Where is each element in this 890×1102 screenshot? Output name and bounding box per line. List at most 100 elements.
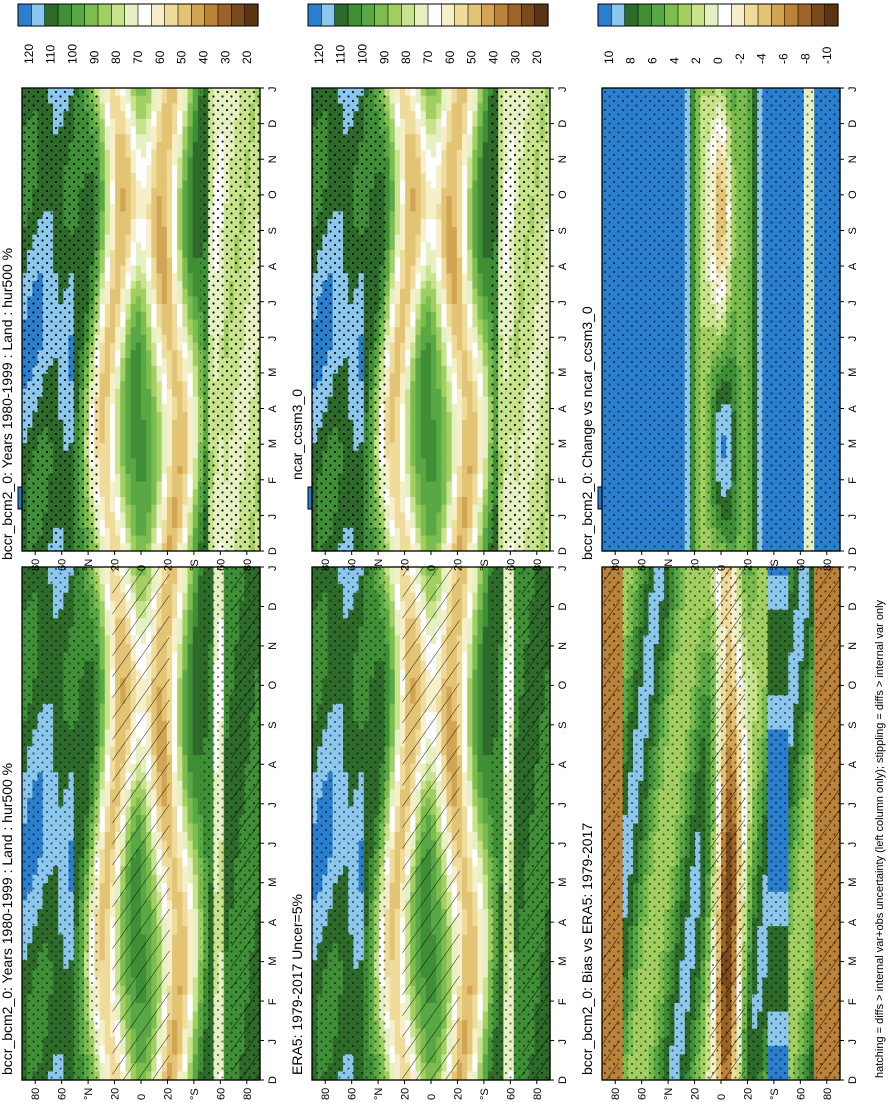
heatmap-cell [156, 265, 163, 274]
heatmap-cell [192, 635, 199, 645]
heatmap-cell [109, 342, 116, 351]
heatmap-cell [130, 404, 137, 413]
heatmap-cell [99, 1071, 106, 1081]
heatmap-cell [177, 304, 183, 313]
heatmap-cell [146, 450, 152, 459]
heatmap-cell [130, 504, 137, 514]
heatmap-cell [177, 535, 183, 544]
heatmap-cell [187, 601, 194, 611]
heatmap-cell [151, 365, 158, 375]
heatmap-cell [99, 695, 106, 705]
heatmap-cell [192, 342, 199, 351]
heatmap-cell [161, 442, 168, 452]
heatmap-cell [177, 142, 183, 151]
heatmap-cell [99, 780, 106, 790]
heatmap-cell [125, 481, 132, 490]
heatmap-cell [99, 618, 106, 628]
heatmap-cell [109, 95, 116, 105]
heatmap-cell [172, 250, 178, 259]
heatmap-cell [156, 381, 163, 390]
heatmap-cell [104, 311, 111, 321]
heatmap-cell [177, 661, 183, 671]
heatmap-cell [182, 111, 189, 120]
panel-title-change: bccr_bcm2_0: Change vs ncar_ccsm3_0 [579, 306, 595, 560]
heatmap-cell [161, 450, 168, 459]
lat-tick-label: 60 [57, 1088, 69, 1100]
heatmap-cell [161, 265, 168, 274]
heatmap-cell [166, 520, 173, 529]
heatmap-cell [99, 273, 106, 282]
heatmap-cell [161, 118, 168, 128]
heatmap-cell [130, 358, 137, 367]
heatmap-cell [187, 866, 194, 876]
heatmap-cell [99, 180, 106, 189]
heatmap-cell [172, 165, 178, 174]
month-tick-label: J [267, 566, 279, 572]
heatmap-cell [177, 334, 183, 344]
heatmap-cell [151, 288, 158, 297]
panel-model-left: bccr_bcm2_0: Years 1980-1999 : Land : hu… [0, 763, 15, 1075]
heatmap-cell [151, 381, 158, 390]
heatmap-cell [182, 118, 189, 128]
heatmap-cell [177, 891, 183, 902]
heatmap-cell [99, 635, 106, 645]
heatmap-cell [161, 296, 168, 305]
heatmap-cell [130, 165, 137, 174]
heatmap-cell [161, 288, 168, 297]
heatmap-cell [156, 365, 163, 375]
heatmap-cell [130, 412, 137, 421]
heatmap-cell [182, 196, 189, 205]
heatmap-cell [156, 535, 163, 544]
colorbar-swatch [494, 3, 509, 27]
colorbar-swatch [717, 3, 732, 27]
heatmap-cell [177, 1071, 183, 1081]
heatmap-cell [104, 1020, 111, 1030]
heatmap-cell [141, 504, 147, 514]
heatmap-cell [182, 242, 189, 251]
heatmap-cell [182, 789, 189, 799]
heatmap-cell [141, 180, 147, 189]
heatmap-cell [187, 427, 194, 436]
heatmap-cell [146, 327, 152, 336]
heatmap-cell [120, 88, 127, 97]
heatmap-cell [135, 242, 142, 251]
heatmap-cell [130, 118, 137, 128]
heatmap-cell [166, 319, 173, 328]
heatmap-cell [182, 1037, 189, 1047]
heatmap-cell [120, 288, 127, 297]
heatmap-cell [151, 342, 158, 351]
heatmap-cell [161, 219, 168, 228]
heatmap-cell [182, 157, 189, 166]
heatmap-cell [187, 304, 194, 313]
heatmap-cell [187, 823, 194, 833]
heatmap-cell [151, 273, 158, 282]
heatmap-cell [146, 226, 152, 236]
heatmap-cell [104, 909, 111, 919]
heatmap-cell [125, 273, 132, 282]
heatmap-cell [115, 226, 121, 236]
heatmap-cell [166, 134, 173, 143]
heatmap-cell [115, 311, 121, 321]
heatmap-cell [99, 909, 106, 919]
heatmap-cell [135, 527, 142, 537]
heatmap-cell [109, 473, 116, 483]
heatmap-cell [104, 427, 111, 436]
heatmap-cell [141, 535, 147, 544]
heatmap-cell [151, 118, 158, 128]
heatmap-cell [125, 211, 132, 220]
heatmap-cell [104, 806, 111, 816]
heatmap-cell [99, 242, 106, 251]
heatmap-cell [99, 458, 106, 467]
heatmap-cell [109, 111, 116, 120]
heatmap-cell [115, 219, 121, 228]
heatmap-cell [172, 296, 178, 305]
heatmap-cell [104, 695, 111, 705]
heatmap-cell [182, 388, 189, 398]
colorbar-swatch [691, 3, 706, 27]
heatmap-cell [182, 626, 189, 636]
colorbar-swatch [137, 3, 152, 27]
heatmap-cell [125, 265, 132, 274]
heatmap-cell [172, 1003, 178, 1013]
heatmap-cell [125, 358, 132, 367]
